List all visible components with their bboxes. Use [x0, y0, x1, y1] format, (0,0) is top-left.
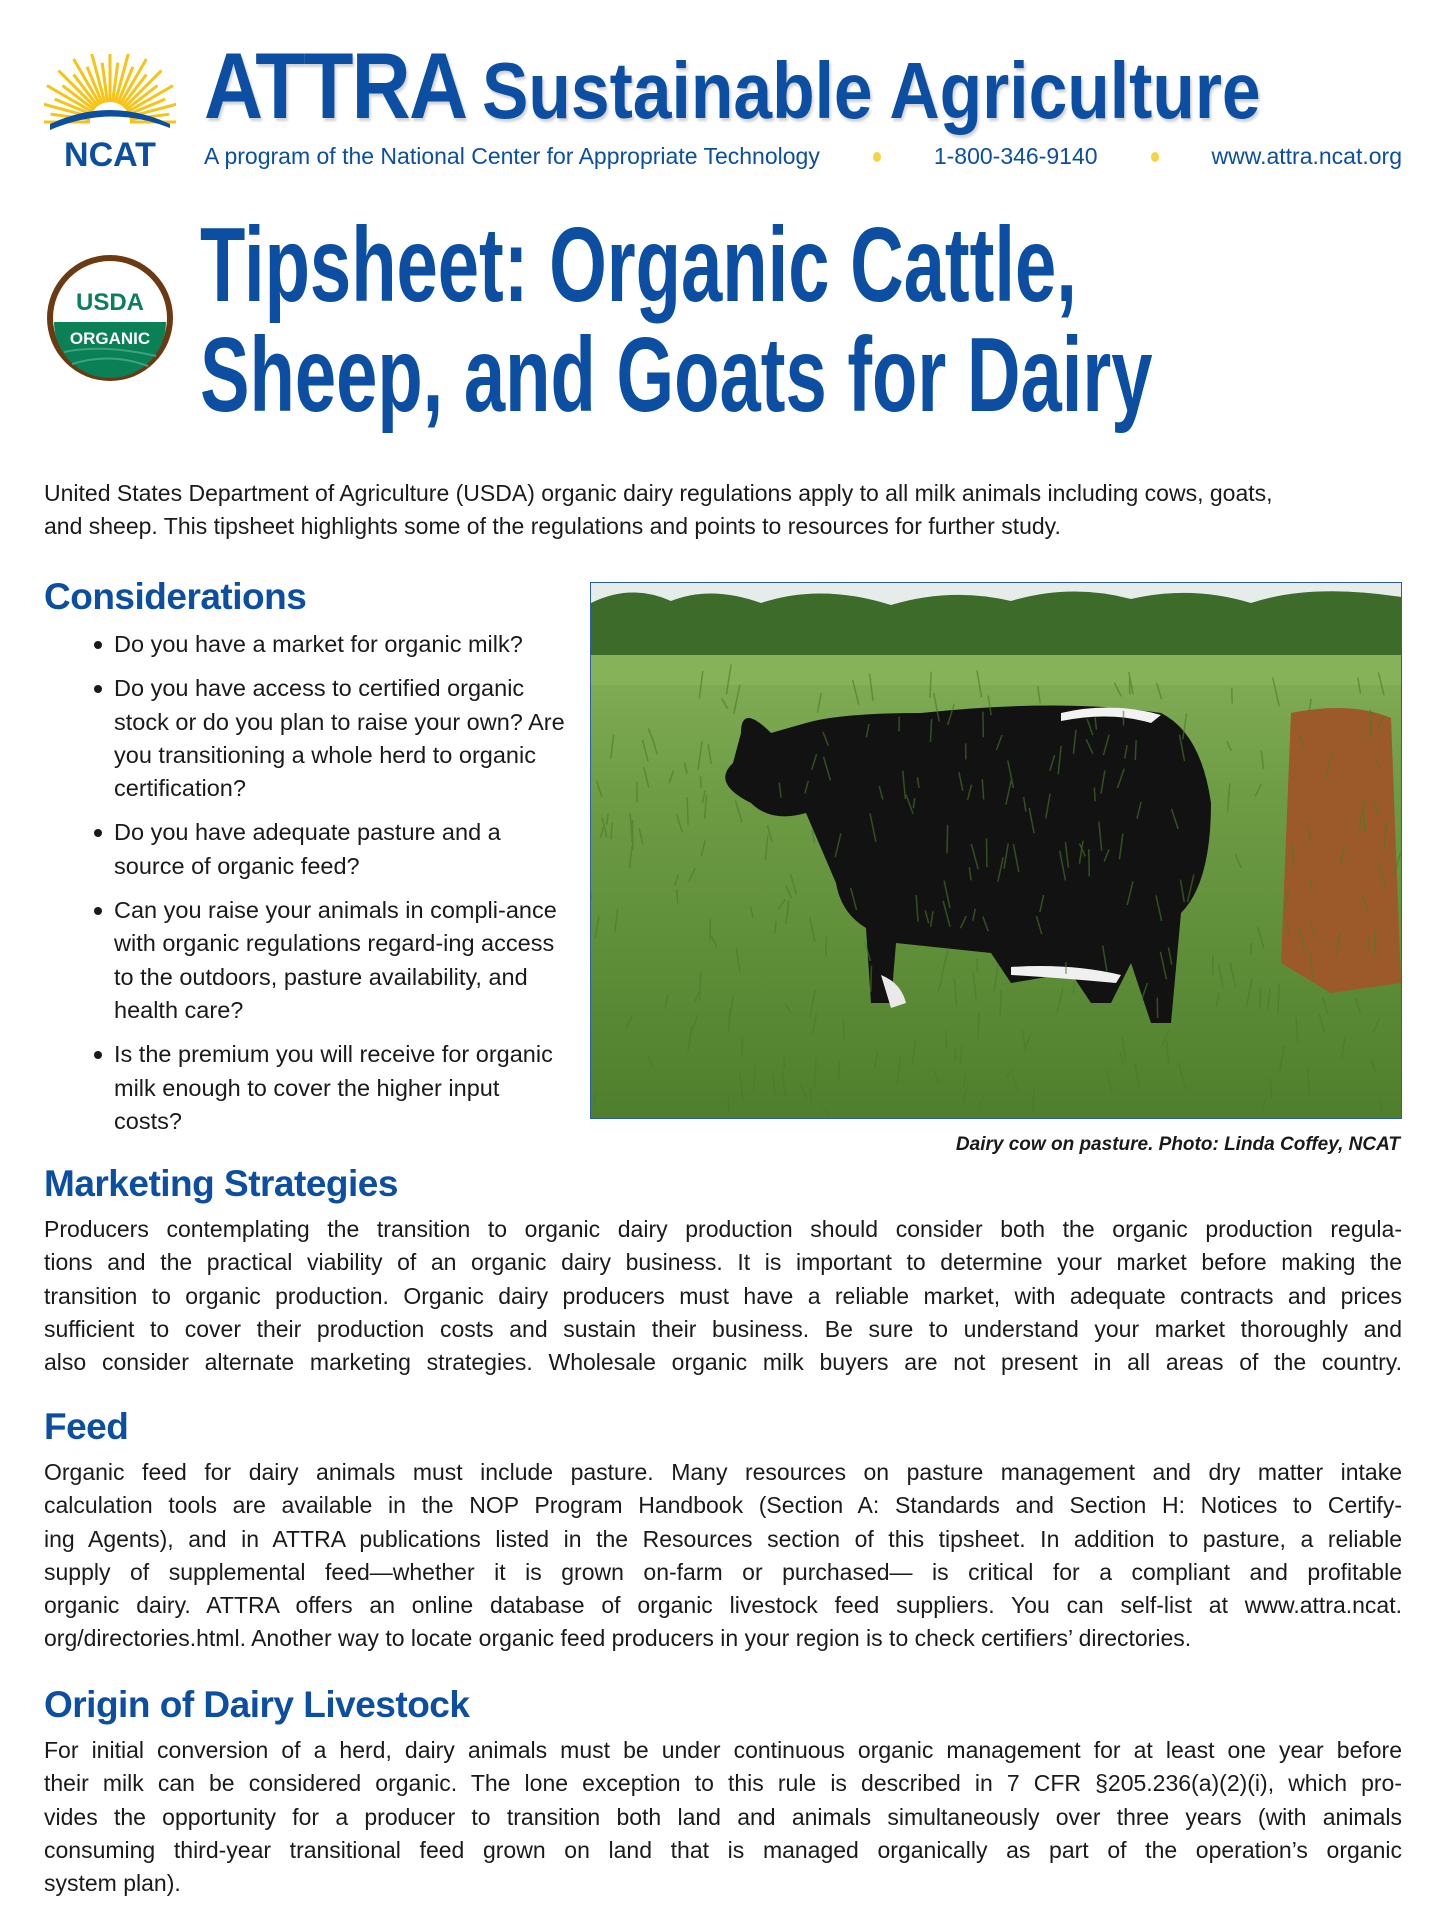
- text-line: For initial conversion of a herd, dairy …: [44, 1737, 1402, 1763]
- origin-heading: Origin of Dairy Livestock: [44, 1684, 470, 1725]
- text-line: org/directories.html. Another way to loc…: [44, 1625, 1192, 1652]
- phone-number: 1-800-346-9140: [933, 143, 1098, 169]
- origin-paragraph: For initial conversion of a herd, dairy …: [44, 1734, 1402, 1900]
- text-line: organic dairy. ATTRA offers an online da…: [44, 1592, 1402, 1619]
- considerations-heading: Considerations: [44, 576, 307, 617]
- ncat-logo-text: NCAT: [64, 136, 156, 172]
- text-line: calculation tools are available in the N…: [44, 1492, 1402, 1519]
- brand-name: ATTRA: [204, 33, 468, 138]
- page-title-line-1: Tipsheet: Organic Cattle,: [200, 206, 1077, 324]
- text-line: supply of supplemental feed—whether it i…: [44, 1558, 1402, 1585]
- photo-caption: Dairy cow on pasture. Photo: Linda Coffe…: [955, 1134, 1400, 1155]
- text-line: transition to organic production. Organi…: [44, 1282, 1402, 1309]
- ncat-logo: NCAT: [37, 49, 183, 174]
- marketing-heading: Marketing Strategies: [44, 1163, 398, 1204]
- text-line: Producers contemplating the transition t…: [44, 1216, 1402, 1242]
- feed-heading: Feed: [44, 1406, 129, 1447]
- list-item: Do you have adequate pasture and a sourc…: [94, 816, 566, 883]
- text-line: also consider alternate marketing strate…: [44, 1349, 1402, 1376]
- list-item: Is the premium you will receive for orga…: [94, 1038, 566, 1138]
- text-line: ing Agents), and in ATTRA publications l…: [44, 1525, 1402, 1552]
- text-line: sufficient to cover their production cos…: [44, 1315, 1402, 1342]
- sun-icon: NCAT: [37, 49, 183, 174]
- website-link[interactable]: www.attra.ncat.org: [1211, 143, 1402, 169]
- intro-line: and sheep. This tipsheet highlights some…: [44, 513, 1061, 540]
- list-item: Can you raise your animals in compli-anc…: [94, 894, 566, 1027]
- list-item: Do you have a market for organic milk?: [94, 628, 566, 661]
- tagline-bar: A program of the National Center for App…: [204, 143, 1402, 170]
- list-item: Do you have access to certified organic …: [94, 672, 566, 805]
- feed-paragraph: Organic feed for dairy animals must incl…: [44, 1456, 1402, 1656]
- text-line: vides the opportunity for a producer to …: [44, 1803, 1402, 1830]
- brand-title: Sustainable Agriculture: [481, 46, 1261, 135]
- considerations-list: Do you have a market for organic milk? D…: [94, 628, 566, 1149]
- marketing-paragraph: Producers contemplating the transition t…: [44, 1213, 1402, 1379]
- intro-line: United States Department of Agriculture …: [44, 480, 1273, 506]
- intro-paragraph: United States Department of Agriculture …: [44, 477, 1402, 544]
- text-line: consuming third-year transitional feed g…: [44, 1836, 1402, 1863]
- text-line: system plan).: [44, 1870, 181, 1897]
- text-line: Organic feed for dairy animals must incl…: [44, 1459, 1402, 1485]
- dairy-cow-photo: [589, 582, 1402, 1119]
- usda-organic-seal: USDA ORGANIC: [44, 252, 176, 384]
- page-title-line-2: Sheep, and Goats for Dairy: [200, 316, 1153, 434]
- separator-dot: [872, 151, 881, 162]
- tagline-text: A program of the National Center for App…: [204, 143, 820, 169]
- brand-header: ATTRA Sustainable Agriculture: [204, 32, 1261, 140]
- text-line: tions and the practical viability of an …: [44, 1249, 1402, 1276]
- text-line: their milk can be considered organic. Th…: [44, 1770, 1402, 1797]
- seal-usda-text: USDA: [76, 289, 144, 316]
- page-title: Tipsheet: Organic Cattle, Sheep, and Goa…: [200, 210, 1152, 430]
- separator-dot: [1150, 151, 1159, 162]
- seal-organic-text: ORGANIC: [70, 329, 150, 348]
